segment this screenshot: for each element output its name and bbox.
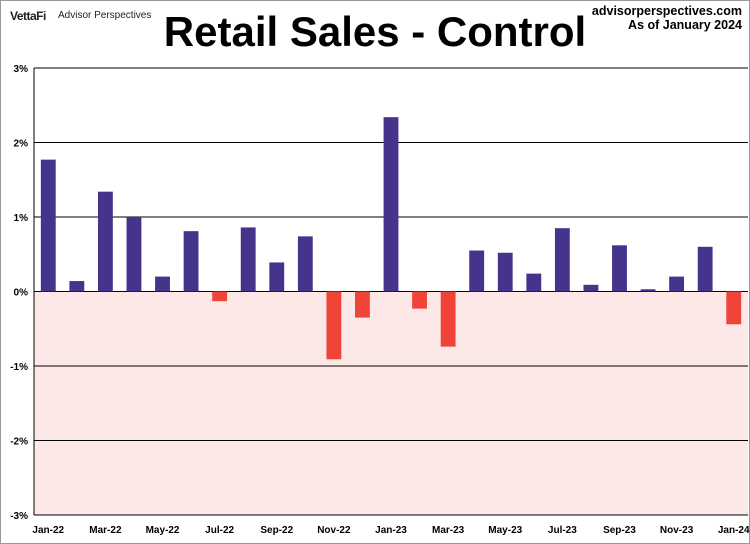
- bar-Sep-23: [612, 245, 627, 292]
- bar-Dec-23: [697, 246, 713, 292]
- x-tick-label: May-23: [488, 525, 522, 536]
- bar-Jul-22: [212, 291, 228, 302]
- negative-zone: [34, 291, 748, 515]
- x-tick-label: Jan-22: [32, 525, 64, 536]
- bar-Aug-22: [240, 227, 256, 292]
- bar-Dec-22: [355, 291, 370, 318]
- y-tick-label: -2%: [10, 437, 28, 448]
- bar-Mar-22: [97, 191, 113, 292]
- advisor-perspectives-logo: Advisor Perspectives: [58, 10, 152, 21]
- x-tick-label: Nov-22: [317, 525, 351, 536]
- as-of-date: As of January 2024: [628, 18, 742, 32]
- bar-Jan-22: [40, 159, 56, 292]
- bar-Feb-22: [69, 281, 85, 292]
- source-block: advisorperspectives.com As of January 20…: [592, 4, 742, 32]
- x-tick-label: Jul-23: [548, 525, 577, 536]
- vettafi-logo: VettaFi: [10, 9, 46, 23]
- bar-Aug-23: [583, 284, 599, 292]
- x-tick-label: May-22: [146, 525, 180, 536]
- x-tick-label: Sep-22: [260, 525, 293, 536]
- chart-title: Retail Sales - Control: [163, 8, 587, 55]
- x-tick-label: Jan-24: [718, 525, 750, 536]
- bar-Nov-22: [326, 291, 342, 360]
- x-tick-label: Jan-23: [375, 525, 407, 536]
- y-tick-label: 1%: [14, 213, 29, 224]
- x-tick-label: Sep-23: [603, 525, 636, 536]
- bar-Nov-23: [669, 276, 685, 292]
- bar-Jan-24: [726, 291, 742, 325]
- x-tick-label: Mar-23: [432, 525, 465, 536]
- bar-Mar-23: [440, 291, 456, 347]
- y-tick-label: -1%: [10, 362, 28, 373]
- bar-May-22: [155, 276, 170, 292]
- bar-Feb-23: [412, 291, 427, 309]
- bar-May-23: [497, 252, 513, 292]
- x-tick-label: Nov-23: [660, 525, 694, 536]
- y-tick-label: 2%: [14, 139, 29, 150]
- bar-Oct-23: [640, 289, 656, 292]
- bar-Apr-22: [126, 217, 142, 292]
- y-tick-label: 0%: [14, 288, 29, 299]
- bar-Oct-22: [297, 236, 313, 292]
- source-site: advisorperspectives.com: [591, 4, 742, 18]
- bar-Jan-23: [383, 117, 399, 292]
- y-tick-label: 3%: [14, 64, 29, 75]
- bar-Jun-23: [526, 273, 542, 292]
- x-tick-label: Mar-22: [89, 525, 122, 536]
- bar-Sep-22: [269, 262, 285, 292]
- bar-Apr-23: [469, 250, 485, 292]
- y-tick-label: -3%: [10, 511, 28, 522]
- x-tick-label: Jul-22: [205, 525, 234, 536]
- bar-Jun-22: [183, 231, 199, 292]
- bar-Jul-23: [554, 228, 570, 292]
